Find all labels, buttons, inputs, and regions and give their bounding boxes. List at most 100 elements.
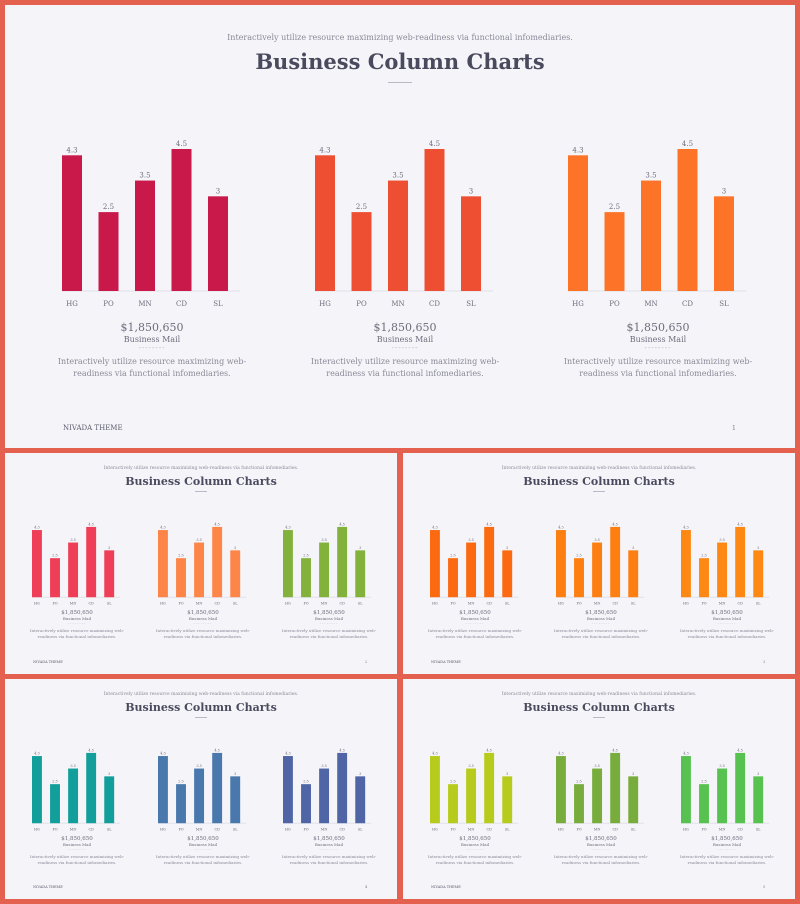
caption-name: Business Mail (586, 842, 616, 847)
slide-subtitle: Interactively utilize resource maximizin… (227, 33, 573, 42)
category-label-sl: SL (213, 300, 223, 308)
category-label-mn: MN (321, 602, 328, 606)
category-label-po: PO (576, 828, 581, 832)
bar-mn (68, 768, 79, 824)
caption-price: $1,850,650 (61, 836, 93, 842)
category-label-hg: HG (683, 828, 689, 832)
caption-dashes: -------- (67, 847, 87, 852)
bar-hg (32, 530, 42, 598)
chart-caption-2: $1,850,650 Business Mail -------- Intera… (539, 610, 663, 640)
bar-sl (753, 550, 764, 598)
slide-subtitle: Interactively utilize resource maximizin… (103, 692, 299, 697)
column-chart-2: 4.3 HG 2.5 PO 3.5 MN 4.5 CD 3 SL (158, 522, 247, 606)
value-label-cd: 4.5 (214, 748, 220, 752)
caption-desc-line2: readiness via functional infomediaries. (435, 634, 515, 639)
category-label-po: PO (103, 300, 114, 308)
caption-dashes: -------- (717, 847, 737, 852)
column-chart-2: 4.3 HG 2.5 PO 3.5 MN 4.5 CD 3 SL (556, 522, 645, 606)
caption-price: $1,850,650 (459, 836, 491, 842)
category-label-mn: MN (594, 828, 601, 832)
caption-name: Business Mail (712, 842, 742, 847)
caption-desc-line1: Interactively utilize resource maximizin… (57, 357, 247, 366)
value-label-mn: 3.5 (321, 764, 327, 768)
column-chart-1: 4.3 HG 2.5 PO 3.5 MN 4.5 CD 3 SL (62, 140, 241, 308)
column-chart-3: 4.3 HG 2.5 PO 3.5 MN 4.5 CD 3 SL (283, 748, 372, 832)
category-label-mn: MN (594, 602, 601, 606)
bar-hg (430, 756, 440, 824)
value-label-hg: 4.3 (34, 752, 40, 756)
caption-name: Business Mail (460, 616, 490, 621)
category-label-sl: SL (233, 602, 238, 606)
chart-caption-3: $1,850,650 Business Mail -------- Intera… (267, 610, 391, 640)
value-label-sl: 3 (506, 546, 508, 550)
category-label-sl: SL (107, 602, 112, 606)
caption-name: Business Mail (188, 616, 218, 621)
chart-caption-1: $1,850,650 Business Mail -------- Intera… (15, 610, 139, 640)
bar-mn (592, 768, 603, 824)
caption-dashes: -------- (644, 344, 672, 352)
category-label-cd: CD (429, 300, 440, 308)
value-label-cd: 4.5 (612, 522, 618, 526)
category-label-hg: HG (34, 602, 40, 606)
caption-dashes: -------- (717, 621, 737, 626)
chart-caption-2: $1,850,650 Business Mail -------- Intera… (280, 321, 530, 380)
caption-desc-line1: Interactively utilize resource maximizin… (155, 854, 251, 859)
chart-caption-3: $1,850,650 Business Mail -------- Intera… (533, 321, 783, 380)
caption-dashes: -------- (319, 621, 339, 626)
bar-hg (158, 530, 168, 598)
value-label-po: 2.5 (178, 780, 184, 784)
caption-desc-line1: Interactively utilize resource maximizin… (679, 628, 775, 633)
category-label-po: PO (303, 602, 308, 606)
category-label-hg: HG (432, 602, 438, 606)
category-label-cd: CD (214, 602, 220, 606)
caption-desc-line2: readiness via functional infomediaries. (73, 369, 231, 378)
category-label-po: PO (178, 828, 183, 832)
category-label-hg: HG (160, 828, 166, 832)
caption-desc-line1: Interactively utilize resource maximizin… (553, 854, 649, 859)
bar-hg (283, 756, 293, 824)
caption-desc-line1: Interactively utilize resource maximizin… (281, 628, 377, 633)
value-label-po: 2.5 (609, 203, 620, 211)
caption-name: Business Mail (62, 616, 92, 621)
value-label-hg: 4.3 (683, 526, 689, 530)
caption-dashes: -------- (591, 847, 611, 852)
footer-brand: NIVADA THEME (33, 885, 63, 889)
value-label-mn: 3.5 (594, 764, 600, 768)
value-label-po: 2.5 (52, 554, 58, 558)
value-label-hg: 4.3 (160, 752, 166, 756)
caption-dashes: -------- (465, 621, 485, 626)
value-label-po: 2.5 (303, 780, 309, 784)
footer-brand: NIVADA THEME (431, 885, 461, 889)
value-label-hg: 4.3 (285, 526, 291, 530)
slide-thumb-4: Interactively utilize resource maximizin… (403, 679, 795, 899)
bar-sl (753, 776, 764, 824)
caption-name: Business Mail (123, 335, 181, 344)
caption-price: $1,850,650 (61, 610, 93, 616)
bar-mn (592, 542, 603, 598)
caption-name: Business Mail (188, 842, 218, 847)
bar-sl (230, 776, 241, 824)
bar-mn (717, 768, 728, 824)
page-number: 3 (763, 660, 766, 664)
category-label-cd: CD (737, 602, 743, 606)
category-label-mn: MN (719, 602, 726, 606)
caption-price: $1,850,650 (313, 610, 345, 616)
category-label-hg: HG (34, 828, 40, 832)
category-label-sl: SL (631, 828, 636, 832)
bar-cd (337, 526, 348, 598)
column-chart-3: 4.3 HG 2.5 PO 3.5 MN 4.5 CD 3 SL (568, 140, 747, 308)
value-label-cd: 4.5 (682, 140, 693, 148)
category-label-cd: CD (737, 828, 743, 832)
bar-hg (283, 530, 293, 598)
value-label-cd: 4.5 (88, 522, 94, 526)
value-label-mn: 3.5 (196, 764, 202, 768)
category-label-po: PO (701, 828, 706, 832)
category-label-mn: MN (719, 828, 726, 832)
caption-desc-line2: readiness via functional infomediaries. (435, 860, 515, 865)
bar-hg (556, 756, 566, 824)
caption-dashes: -------- (193, 621, 213, 626)
value-label-mn: 3.5 (196, 538, 202, 542)
bar-po (699, 558, 709, 598)
column-chart-2: 4.3 HG 2.5 PO 3.5 MN 4.5 CD 3 SL (315, 140, 494, 308)
bar-mn (717, 542, 728, 598)
